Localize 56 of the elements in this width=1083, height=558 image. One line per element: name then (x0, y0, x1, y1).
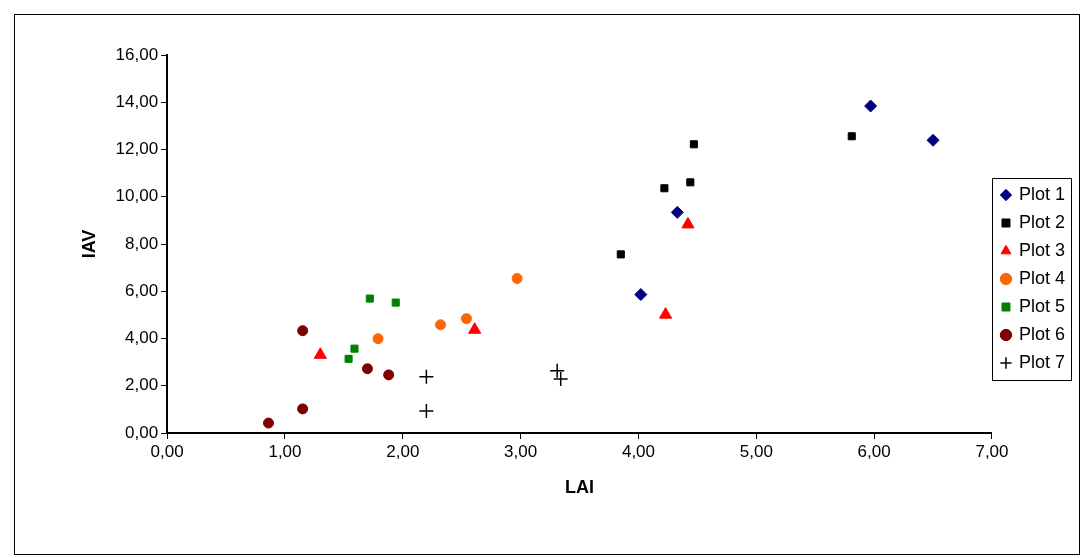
point (549, 363, 565, 379)
y-axis-title: IAV (78, 229, 99, 259)
x-axis-title: LAI (565, 477, 595, 498)
x-tick-label: 2,00 (386, 441, 420, 461)
point (616, 250, 625, 259)
point (689, 140, 698, 149)
y-tick-label: 12,00 (115, 139, 159, 159)
x-tick-label: 5,00 (739, 441, 773, 461)
point (681, 216, 695, 229)
point (313, 347, 327, 359)
point (926, 133, 940, 147)
y-tick-label: 4,00 (125, 328, 159, 348)
point (511, 272, 523, 284)
y-tick-label: 2,00 (125, 375, 159, 395)
y-tick-label: 10,00 (115, 186, 159, 206)
point (262, 417, 274, 429)
y-tick-label: 0,00 (125, 422, 159, 442)
legend-label: Plot 5 (1018, 295, 1065, 316)
point (372, 333, 384, 345)
point (297, 325, 309, 337)
point (686, 178, 695, 187)
point (634, 288, 648, 302)
point (361, 363, 373, 375)
x-tick-label: 4,00 (621, 441, 656, 461)
point (435, 319, 447, 331)
point (670, 205, 684, 219)
point (552, 371, 569, 387)
point (418, 403, 435, 419)
legend-label: Plot 1 (1018, 183, 1065, 204)
point (391, 298, 400, 307)
y-tick-label: 8,00 (125, 233, 159, 253)
point (418, 369, 435, 385)
x-tick-label: 1,00 (268, 441, 302, 461)
legend-label: Plot 7 (1018, 351, 1065, 372)
point (847, 132, 856, 141)
y-tick-label: 16,00 (115, 44, 159, 64)
point (344, 354, 353, 363)
point (864, 99, 878, 113)
point (383, 369, 395, 381)
x-tick-label: 3,00 (504, 441, 538, 461)
point (460, 313, 472, 325)
point (468, 322, 482, 334)
legend-label: Plot 4 (1018, 267, 1065, 288)
y-tick-label: 14,00 (115, 91, 159, 111)
legend-label: Plot 3 (1018, 239, 1065, 260)
legend-label: Plot 6 (1018, 323, 1065, 344)
x-tick-label: 7,00 (975, 441, 1009, 461)
point (660, 184, 669, 193)
point (297, 403, 309, 415)
point (659, 307, 673, 319)
y-tick-label: 6,00 (125, 280, 159, 300)
x-tick-label: 0,00 (150, 441, 184, 461)
point (365, 294, 374, 303)
legend-label: Plot 2 (1018, 211, 1065, 232)
point (350, 344, 359, 353)
x-tick-label: 6,00 (857, 441, 891, 461)
